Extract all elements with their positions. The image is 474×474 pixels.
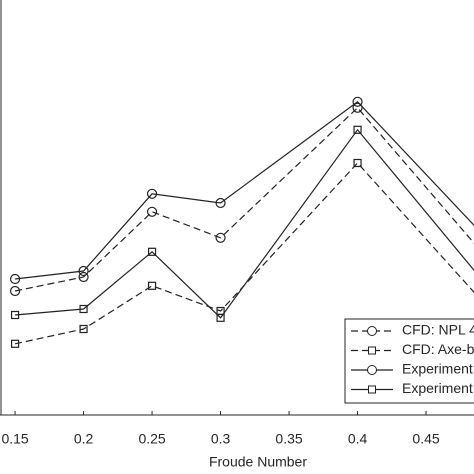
marker (146, 188, 158, 199)
x-tick-label: 0.3 (211, 431, 231, 447)
marker (352, 102, 363, 113)
x-tick-label: 0.25 (138, 431, 165, 447)
marker (352, 96, 363, 107)
legend-label: CFD: NPL 4 (402, 322, 474, 338)
series-line (15, 128, 474, 319)
x-axis-label: Froude Number (209, 454, 307, 470)
legend-marker (368, 346, 376, 355)
legend-label: Experiment (402, 361, 473, 377)
series-line (14, 101, 474, 280)
series-line (14, 162, 474, 345)
marker (9, 273, 21, 285)
marker (146, 206, 158, 217)
marker (9, 285, 21, 297)
marker (147, 247, 157, 256)
marker (215, 232, 226, 243)
marker (79, 304, 88, 314)
legend-marker (367, 326, 377, 336)
legend-marker (367, 365, 377, 375)
marker (216, 313, 225, 322)
x-tick-label: 0.4 (348, 431, 368, 447)
plot-area (9, 96, 474, 348)
marker (353, 158, 362, 168)
x-tick-label: 0.35 (275, 431, 302, 447)
marker (215, 197, 226, 209)
x-tick-label: 0.15 (1, 431, 28, 447)
marker (10, 339, 20, 348)
marker (147, 281, 157, 290)
marker (10, 310, 20, 320)
legend-label: Experiment (402, 380, 473, 396)
marker (78, 271, 89, 283)
x-tick-label: 0.2 (74, 431, 94, 447)
x-tick-label: 0.45 (412, 431, 439, 447)
legend-label: CFD: Axe-b (402, 341, 474, 357)
legend-marker (368, 385, 376, 394)
legend: CFD: NPL 4 CFD: Axe-b Experiment Experiment (344, 318, 474, 404)
marker (353, 125, 362, 134)
series-line (14, 106, 474, 292)
marker (79, 324, 88, 334)
marker (78, 265, 89, 277)
